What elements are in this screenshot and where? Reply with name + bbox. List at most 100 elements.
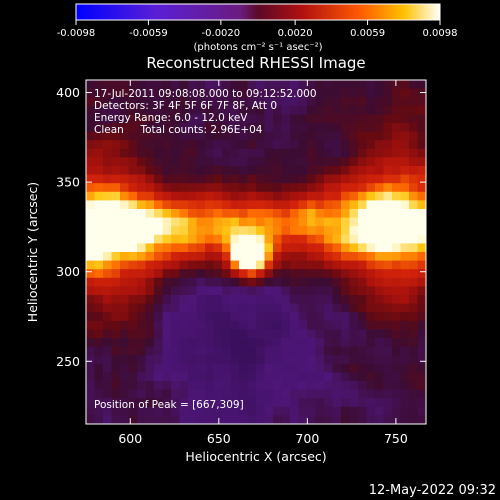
- heatmap-cell: [120, 131, 130, 141]
- heatmap-cell: [239, 217, 249, 227]
- heatmap-cell: [247, 243, 257, 253]
- heatmap-cell: [162, 355, 172, 365]
- heatmap-cell: [332, 80, 342, 90]
- heatmap-cell: [162, 140, 172, 150]
- heatmap-cell: [154, 105, 164, 115]
- heatmap-cell: [154, 174, 164, 184]
- heatmap-cell: [94, 329, 104, 339]
- heatmap-cell: [205, 131, 215, 141]
- heatmap-cell: [196, 97, 206, 107]
- heatmap-cell: [298, 166, 308, 176]
- heatmap-cell: [409, 355, 419, 365]
- heatmap-cell: [137, 200, 147, 210]
- heatmap-cell: [358, 312, 368, 322]
- heatmap-cell: [247, 295, 257, 305]
- heatmap-cell: [103, 389, 113, 399]
- heatmap-cell: [188, 80, 198, 90]
- heatmap-cell: [247, 209, 257, 219]
- heatmap-cell: [145, 234, 155, 244]
- heatmap-cell: [213, 252, 223, 262]
- heatmap-cell: [247, 381, 257, 391]
- heatmap-cell: [332, 312, 342, 322]
- heatmap-cell: [256, 157, 266, 167]
- heatmap-cell: [179, 346, 189, 356]
- heatmap-cell: [298, 234, 308, 244]
- heatmap-cell: [332, 363, 342, 373]
- heatmap-cell: [111, 191, 121, 201]
- heatmap-cell: [315, 88, 325, 98]
- heatmap-cell: [264, 355, 274, 365]
- heatmap-cell: [324, 105, 334, 115]
- heatmap-cell: [281, 269, 291, 279]
- heatmap-cell: [307, 174, 317, 184]
- heatmap-cell: [128, 415, 138, 424]
- heatmap-cell: [290, 97, 300, 107]
- heatmap-cell: [298, 312, 308, 322]
- heatmap-cell: [315, 295, 325, 305]
- heatmap-cell: [86, 398, 96, 408]
- heatmap-cell: [230, 97, 240, 107]
- heatmap-cell: [315, 80, 325, 90]
- heatmap-cell: [171, 226, 181, 236]
- heatmap-cell: [409, 183, 419, 193]
- heatmap-cell: [222, 105, 232, 115]
- heatmap-cell: [196, 217, 206, 227]
- heatmap-cell: [230, 269, 240, 279]
- heatmap-cell: [94, 80, 104, 90]
- heatmap-cell: [103, 123, 113, 133]
- heatmap-cell: [332, 217, 342, 227]
- heatmap-cell: [298, 389, 308, 399]
- heatmap-cell: [179, 97, 189, 107]
- heatmap-cell: [239, 166, 249, 176]
- heatmap-cell: [247, 346, 257, 356]
- heatmap-cell: [324, 363, 334, 373]
- heatmap-cell: [400, 355, 410, 365]
- heatmap-cell: [94, 88, 104, 98]
- heatmap-cell: [298, 131, 308, 141]
- heatmap-cell: [94, 243, 104, 253]
- heatmap-cell: [239, 312, 249, 322]
- heatmap-cell: [188, 260, 198, 270]
- heatmap-cell: [307, 243, 317, 253]
- heatmap-cell: [392, 105, 402, 115]
- heatmap-cell: [298, 243, 308, 253]
- heatmap-cell: [145, 148, 155, 158]
- heatmap-cell: [103, 338, 113, 348]
- heatmap-cell: [128, 346, 138, 356]
- heatmap-cell: [239, 355, 249, 365]
- heatmap-cell: [230, 88, 240, 98]
- heatmap-cell: [162, 166, 172, 176]
- heatmap-cell: [290, 140, 300, 150]
- heatmap-cell: [179, 217, 189, 227]
- heatmap-cell: [256, 209, 266, 219]
- heatmap-cell: [358, 105, 368, 115]
- heatmap-cell: [213, 217, 223, 227]
- heatmap-cell: [247, 260, 257, 270]
- heatmap-cell: [383, 389, 393, 399]
- heatmap-cell: [264, 372, 274, 382]
- heatmap-cell: [332, 398, 342, 408]
- heatmap-cell: [213, 88, 223, 98]
- heatmap-cell: [256, 166, 266, 176]
- heatmap-cell: [307, 389, 317, 399]
- heatmap-cell: [281, 363, 291, 373]
- heatmap-cell: [179, 148, 189, 158]
- heatmap-cell: [188, 114, 198, 124]
- heatmap-cell: [383, 166, 393, 176]
- heatmap-cell: [239, 252, 249, 262]
- heatmap-cell: [375, 217, 385, 227]
- heatmap-cell: [222, 88, 232, 98]
- heatmap-cell: [247, 105, 257, 115]
- heatmap-cell: [188, 406, 198, 416]
- heatmap-cell: [196, 105, 206, 115]
- heatmap-cell: [188, 200, 198, 210]
- heatmap-cell: [349, 389, 359, 399]
- heatmap-cell: [196, 346, 206, 356]
- heatmap-cell: [341, 97, 351, 107]
- heatmap-cell: [86, 406, 96, 416]
- y-axis-label: Heliocentric Y (arcsec): [25, 182, 40, 322]
- heatmap-cell: [358, 209, 368, 219]
- heatmap-cell: [154, 406, 164, 416]
- heatmap-cell: [264, 200, 274, 210]
